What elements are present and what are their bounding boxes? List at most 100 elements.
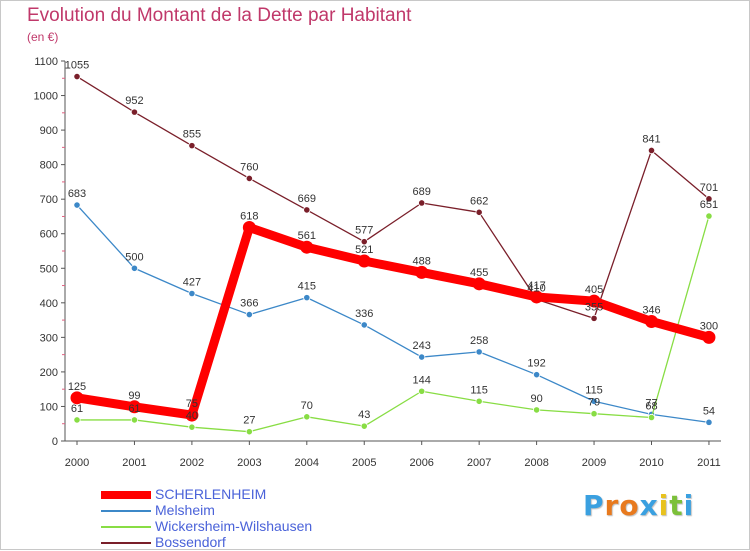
data-label: 427 [183, 276, 201, 288]
data-label: 115 [585, 384, 603, 396]
data-point [647, 413, 656, 422]
legend-label: SCHERLENHEIM [155, 486, 267, 502]
x-tick-label: 2004 [295, 457, 319, 469]
data-point [188, 423, 196, 431]
data-point [73, 416, 81, 424]
data-label: 1055 [65, 60, 89, 72]
data-point [475, 397, 483, 405]
data-point [472, 277, 486, 291]
y-tick-label: 100 [40, 401, 58, 413]
y-tick-label: 1100 [34, 56, 58, 68]
data-label: 77 [645, 397, 657, 409]
data-point [130, 108, 139, 116]
data-point [475, 348, 483, 356]
x-tick-label: 2009 [582, 457, 606, 469]
x-tick-label: 2006 [409, 457, 433, 469]
data-label: 841 [642, 133, 660, 145]
data-label: 355 [585, 301, 603, 313]
data-point [418, 199, 426, 207]
y-tick-label: 200 [40, 367, 58, 379]
data-point [73, 201, 81, 209]
data-label: 192 [527, 358, 545, 370]
legend-swatch [101, 526, 151, 528]
data-point [418, 387, 426, 395]
data-label: 300 [700, 320, 718, 332]
x-tick-label: 2007 [467, 457, 491, 469]
brand-letter: P [583, 489, 605, 522]
data-label: 366 [240, 298, 258, 310]
data-point [360, 321, 368, 329]
data-label: 701 [700, 182, 718, 194]
y-tick-label: 800 [40, 160, 58, 172]
data-label: 99 [128, 390, 140, 402]
x-tick-label: 2001 [122, 457, 146, 469]
data-label: 669 [298, 193, 316, 205]
brand-letter: i [683, 489, 695, 522]
data-label: 258 [470, 335, 488, 347]
legend-label: Wickersheim-Wilshausen [155, 518, 313, 534]
data-point [645, 314, 658, 328]
data-label: 618 [240, 211, 258, 223]
data-point [360, 422, 368, 430]
legend-swatch [101, 491, 151, 499]
data-label: 561 [298, 230, 316, 242]
data-label: 410 [527, 282, 545, 294]
series-line-1 [76, 204, 710, 423]
data-point [357, 254, 371, 268]
series-line-3 [76, 75, 710, 320]
data-label: 415 [298, 281, 316, 293]
y-tick-label: 700 [40, 194, 58, 206]
legend-label: Melsheim [155, 502, 215, 518]
data-point [705, 212, 713, 220]
data-point [127, 400, 141, 414]
series-line-0 [72, 223, 714, 420]
data-label: 346 [642, 304, 660, 316]
data-point [188, 289, 196, 298]
y-tick-label: 600 [40, 229, 58, 241]
data-point [185, 408, 199, 422]
x-tick-label: 2010 [639, 457, 663, 469]
data-label: 336 [355, 308, 373, 320]
brand-letter: o [619, 489, 640, 522]
data-point [245, 310, 253, 319]
data-label: 577 [355, 225, 373, 237]
data-label: 243 [413, 340, 431, 352]
data-label: 662 [470, 195, 488, 207]
data-label: 144 [413, 374, 431, 386]
legend-swatch [101, 542, 151, 544]
y-tick-label: 400 [40, 298, 58, 310]
legend-label: Bossendorf [155, 534, 226, 550]
y-tick-label: 1000 [34, 91, 58, 103]
data-label: 68 [645, 401, 657, 413]
brand-letter: i [658, 489, 670, 522]
data-point [245, 174, 253, 183]
data-point [73, 72, 81, 81]
data-label: 952 [125, 95, 143, 107]
data-label: 75 [186, 398, 198, 410]
data-label: 43 [358, 409, 370, 421]
x-tick-label: 2002 [180, 457, 204, 469]
data-point [188, 142, 196, 150]
brand-letter: r [604, 489, 620, 522]
x-tick-label: 2005 [352, 457, 376, 469]
data-label: 70 [301, 400, 313, 412]
data-label: 417 [527, 280, 545, 292]
x-tick-label: 2003 [237, 457, 261, 469]
data-label: 683 [68, 188, 86, 200]
data-label: 90 [530, 393, 542, 405]
y-tick-label: 300 [40, 332, 58, 344]
data-label: 500 [125, 251, 143, 263]
y-tick-label: 500 [40, 263, 58, 275]
chart-subtitle: (en €) [27, 30, 59, 44]
data-label: 27 [243, 415, 255, 427]
data-point [245, 428, 253, 436]
data-label: 40 [186, 410, 198, 422]
x-tick-label: 2000 [65, 457, 89, 469]
data-point [647, 146, 656, 155]
x-tick-label: 2011 [697, 457, 721, 469]
data-point [475, 208, 483, 216]
data-point [590, 410, 598, 418]
data-point [300, 240, 314, 254]
data-label: 125 [68, 381, 86, 393]
